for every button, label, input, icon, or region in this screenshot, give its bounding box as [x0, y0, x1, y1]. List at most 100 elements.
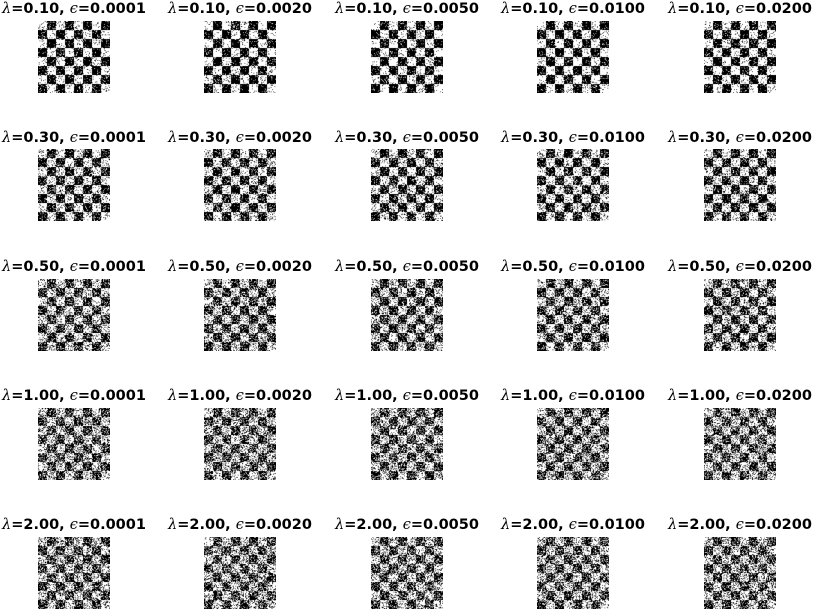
noisy-checkerboard-image	[204, 537, 276, 609]
lambda-value: =0.30,	[510, 130, 569, 146]
lambda-symbol: λ	[668, 517, 678, 533]
lambda-symbol: λ	[501, 130, 511, 146]
lambda-symbol: λ	[2, 1, 12, 17]
lambda-symbol: λ	[335, 259, 345, 275]
panel-title: λ=1.00, ϵ=0.0100	[488, 387, 658, 405]
panel-title: λ=2.00, ϵ=0.0001	[0, 516, 159, 534]
epsilon-symbol: ϵ	[235, 259, 244, 275]
lambda-value: =0.30,	[344, 130, 403, 146]
panel-title: λ=0.10, ϵ=0.0020	[155, 0, 325, 18]
panel-title: λ=0.10, ϵ=0.0200	[655, 0, 813, 18]
noisy-checkerboard-image	[537, 537, 609, 609]
lambda-symbol: λ	[335, 130, 345, 146]
lambda-value: =0.30,	[11, 130, 70, 146]
lambda-symbol: λ	[2, 517, 12, 533]
noisy-checkerboard-image	[38, 537, 110, 609]
noisy-checkerboard-image	[38, 149, 110, 221]
lambda-value: =2.00,	[177, 517, 236, 533]
panel-title: λ=2.00, ϵ=0.0050	[322, 516, 492, 534]
lambda-symbol: λ	[335, 388, 345, 404]
noisy-checkerboard-image	[537, 149, 609, 221]
epsilon-value: =0.0001	[77, 259, 146, 275]
panel-title: λ=0.30, ϵ=0.0020	[155, 129, 325, 147]
panel-title: λ=0.30, ϵ=0.0050	[322, 129, 492, 147]
lambda-symbol: λ	[2, 259, 12, 275]
noisy-checkerboard-image	[704, 408, 776, 480]
epsilon-symbol: ϵ	[235, 517, 244, 533]
lambda-symbol: λ	[335, 517, 345, 533]
epsilon-symbol: ϵ	[235, 1, 244, 17]
noisy-checkerboard-image	[38, 408, 110, 480]
lambda-value: =0.10,	[177, 1, 236, 17]
epsilon-value: =0.0100	[576, 259, 645, 275]
epsilon-value: =0.0020	[243, 130, 312, 146]
epsilon-symbol: ϵ	[69, 517, 78, 533]
lambda-value: =0.10,	[677, 1, 736, 17]
lambda-value: =0.50,	[510, 259, 569, 275]
noisy-checkerboard-image	[38, 279, 110, 351]
epsilon-value: =0.0050	[410, 388, 479, 404]
lambda-value: =0.10,	[344, 1, 403, 17]
epsilon-symbol: ϵ	[568, 388, 577, 404]
panel-title: λ=1.00, ϵ=0.0001	[0, 387, 159, 405]
epsilon-value: =0.0001	[77, 130, 146, 146]
epsilon-value: =0.0020	[243, 517, 312, 533]
lambda-value: =1.00,	[510, 388, 569, 404]
noisy-checkerboard-image	[704, 537, 776, 609]
panel-title: λ=0.10, ϵ=0.0100	[488, 0, 658, 18]
lambda-value: =0.50,	[11, 259, 70, 275]
panel-title: λ=2.00, ϵ=0.0100	[488, 516, 658, 534]
panel-title: λ=0.50, ϵ=0.0020	[155, 258, 325, 276]
panel-title: λ=0.50, ϵ=0.0001	[0, 258, 159, 276]
lambda-value: =0.50,	[177, 259, 236, 275]
epsilon-symbol: ϵ	[69, 1, 78, 17]
lambda-symbol: λ	[2, 388, 12, 404]
lambda-symbol: λ	[168, 517, 178, 533]
noisy-checkerboard-image	[38, 21, 110, 93]
lambda-symbol: λ	[168, 388, 178, 404]
panel-title: λ=1.00, ϵ=0.0050	[322, 387, 492, 405]
lambda-symbol: λ	[2, 130, 12, 146]
epsilon-value: =0.0001	[77, 1, 146, 17]
noisy-checkerboard-image	[537, 279, 609, 351]
panel-title: λ=2.00, ϵ=0.0020	[155, 516, 325, 534]
epsilon-value: =0.0200	[743, 130, 812, 146]
panel-title: λ=0.50, ϵ=0.0050	[322, 258, 492, 276]
epsilon-symbol: ϵ	[69, 388, 78, 404]
noisy-checkerboard-image	[204, 279, 276, 351]
epsilon-value: =0.0020	[243, 1, 312, 17]
panel-title: λ=2.00, ϵ=0.0200	[655, 516, 813, 534]
lambda-symbol: λ	[668, 388, 678, 404]
panel-title: λ=0.30, ϵ=0.0200	[655, 129, 813, 147]
lambda-value: =1.00,	[11, 388, 70, 404]
lambda-value: =1.00,	[677, 388, 736, 404]
noisy-checkerboard-image	[371, 21, 443, 93]
lambda-value: =2.00,	[510, 517, 569, 533]
epsilon-value: =0.0200	[743, 259, 812, 275]
epsilon-value: =0.0200	[743, 517, 812, 533]
noisy-checkerboard-image	[371, 279, 443, 351]
epsilon-symbol: ϵ	[735, 517, 744, 533]
noisy-checkerboard-image	[704, 279, 776, 351]
lambda-symbol: λ	[168, 130, 178, 146]
epsilon-symbol: ϵ	[568, 259, 577, 275]
epsilon-symbol: ϵ	[735, 1, 744, 17]
lambda-value: =0.10,	[11, 1, 70, 17]
noisy-checkerboard-image	[371, 149, 443, 221]
epsilon-symbol: ϵ	[402, 1, 411, 17]
lambda-value: =1.00,	[344, 388, 403, 404]
epsilon-value: =0.0100	[576, 388, 645, 404]
lambda-symbol: λ	[335, 1, 345, 17]
panel-title: λ=0.50, ϵ=0.0100	[488, 258, 658, 276]
epsilon-value: =0.0050	[410, 130, 479, 146]
lambda-value: =0.50,	[677, 259, 736, 275]
epsilon-symbol: ϵ	[235, 130, 244, 146]
noisy-checkerboard-image	[537, 21, 609, 93]
panel-title: λ=0.30, ϵ=0.0001	[0, 129, 159, 147]
panel-title: λ=0.50, ϵ=0.0200	[655, 258, 813, 276]
epsilon-symbol: ϵ	[402, 259, 411, 275]
noisy-checkerboard-image	[704, 21, 776, 93]
epsilon-value: =0.0200	[743, 1, 812, 17]
lambda-symbol: λ	[168, 259, 178, 275]
